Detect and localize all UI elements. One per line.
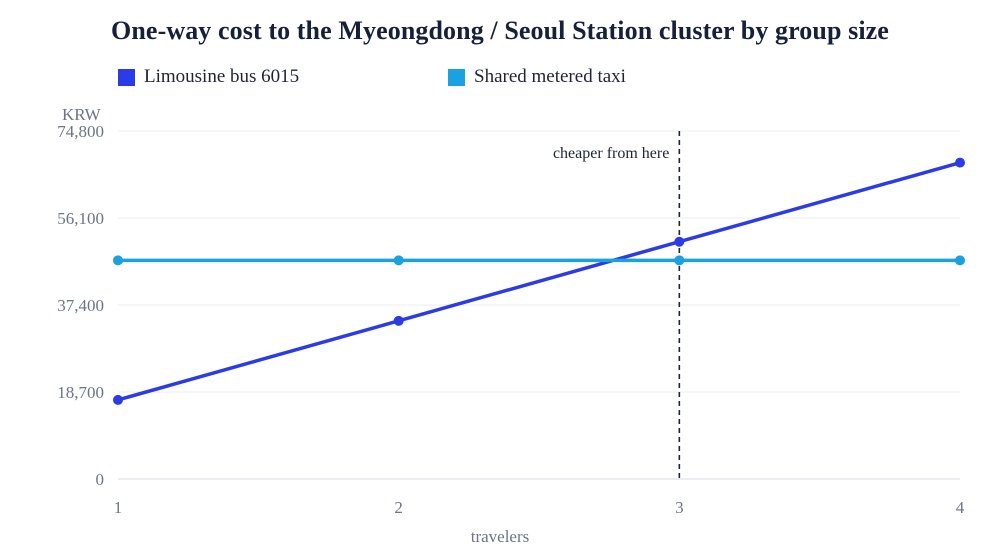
x-tick-label: 4 — [956, 498, 965, 517]
series-0-point[interactable] — [113, 394, 123, 405]
y-tick-label: 0 — [96, 470, 105, 489]
legend-item-shared-taxi[interactable]: Shared metered taxi — [448, 66, 626, 88]
legend-item-limousine-bus[interactable]: Limousine bus 6015 — [118, 66, 299, 88]
annotation-label: cheaper from here — [553, 145, 669, 162]
x-tick-label: 2 — [394, 498, 403, 517]
legend-label-shared-taxi: Shared metered taxi — [474, 66, 626, 87]
y-axis-title: KRW — [62, 105, 102, 124]
y-tick-label: 74,800 — [57, 122, 104, 141]
x-tick-label: 3 — [675, 498, 684, 517]
y-tick-label: 56,100 — [57, 209, 104, 228]
series-1-point[interactable] — [674, 255, 685, 266]
x-axis-title: travelers — [471, 527, 530, 546]
series-1-point[interactable] — [113, 255, 123, 266]
series-0-point[interactable] — [674, 236, 685, 247]
series-0-point[interactable] — [955, 157, 965, 168]
series-line-0 — [116, 160, 962, 402]
series-layer — [113, 157, 965, 405]
y-tick-label: 18,700 — [57, 383, 104, 402]
legend-label-limousine-bus: Limousine bus 6015 — [144, 66, 300, 87]
series-0-point[interactable] — [393, 315, 404, 326]
legend-swatch-shared-taxi — [448, 68, 465, 86]
series-1-point[interactable] — [393, 255, 404, 266]
chart-title: One-way cost to the Myeongdong / Seoul S… — [111, 16, 889, 45]
y-tick-label: 37,400 — [57, 296, 104, 315]
tick-layer: 0 18,700 37,400 56,100 74,800 1 2 3 4 — [57, 122, 965, 517]
annotation-layer: cheaper from here — [553, 131, 681, 479]
series-1-point[interactable] — [955, 255, 965, 266]
legend-swatch-limousine-bus — [118, 68, 135, 86]
x-tick-label: 1 — [114, 498, 123, 517]
grid-layer — [118, 130, 960, 480]
